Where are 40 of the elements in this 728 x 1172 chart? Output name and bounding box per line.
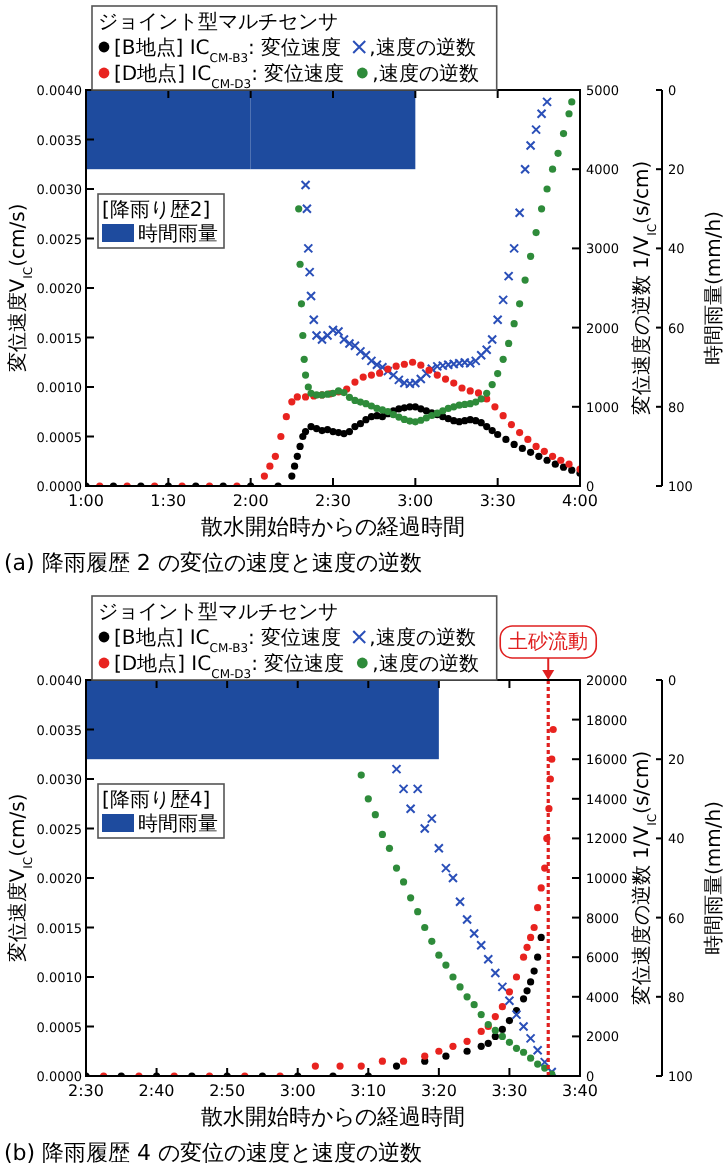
legend-item: ,速度の逆数	[356, 654, 479, 676]
legend-label: ,速度の逆数	[372, 652, 479, 676]
x-axis-title: 散水開始時からの経過時間	[201, 514, 465, 540]
annotation: [降雨り歴4]	[102, 788, 211, 812]
legend-item: [B地点] IC$_{CM-B3}$: 変位速度	[98, 628, 342, 655]
x-tick-label: 2:40	[138, 1082, 175, 1100]
y3-axis-title: 時間雨量(mm/h)	[702, 800, 726, 955]
x-tick-label: 3:30	[491, 1082, 528, 1100]
x-tick-label: 2:30	[315, 492, 351, 510]
legend-title: ジョイント型マルチセンサ	[98, 10, 338, 34]
legend-item: ,速度の逆数	[352, 628, 476, 650]
legend-label: 時間雨量	[138, 222, 218, 246]
x-tick-label: 3:10	[350, 1082, 387, 1100]
y3-axis-title: 時間雨量(mm/h)	[702, 210, 726, 365]
legend-label: ,速度の逆数	[369, 626, 476, 650]
x-tick-label: 3:40	[562, 1082, 598, 1100]
x-tick-label: 2:30	[68, 1082, 104, 1100]
legend-label: ,速度の逆数	[369, 36, 476, 60]
legend-item: ,速度の逆数	[352, 38, 476, 60]
x-tick-label: 3:20	[420, 1082, 457, 1100]
text: (a) 降雨履歴 2 の変位の速度と速度の逆数	[4, 550, 422, 576]
x-tick-label: 4:00	[562, 492, 598, 510]
x-tick-label: 1:30	[150, 492, 187, 510]
legend-item: [B地点] IC$_{CM-B3}$: 変位速度	[98, 38, 342, 65]
x-tick-label: 3:00	[279, 1082, 316, 1100]
ref-line-label: 土砂流動	[508, 630, 589, 654]
legend-item: [D地点] IC$_{CM-D3}$: 変位速度	[98, 64, 345, 91]
annotation: [降雨り歴2]	[102, 198, 211, 222]
text: (b) 降雨履歴 4 の変位の速度と速度の逆数	[4, 1140, 423, 1166]
x-tick-label: 2:00	[232, 492, 269, 510]
legend-title: ジョイント型マルチセンサ	[98, 600, 338, 624]
legend-item: ,速度の逆数	[356, 64, 479, 86]
x-tick-label: 3:00	[397, 492, 434, 510]
legend-item: [D地点] IC$_{CM-D3}$: 変位速度	[98, 654, 345, 681]
x-tick-label: 2:50	[209, 1082, 246, 1100]
x-axis-title: 散水開始時からの経過時間	[201, 1104, 465, 1130]
x-tick-label: 3:30	[479, 492, 516, 510]
legend-label: ,速度の逆数	[372, 62, 479, 86]
x-tick-label: 1:00	[68, 492, 104, 510]
legend-label: 時間雨量	[138, 812, 218, 836]
